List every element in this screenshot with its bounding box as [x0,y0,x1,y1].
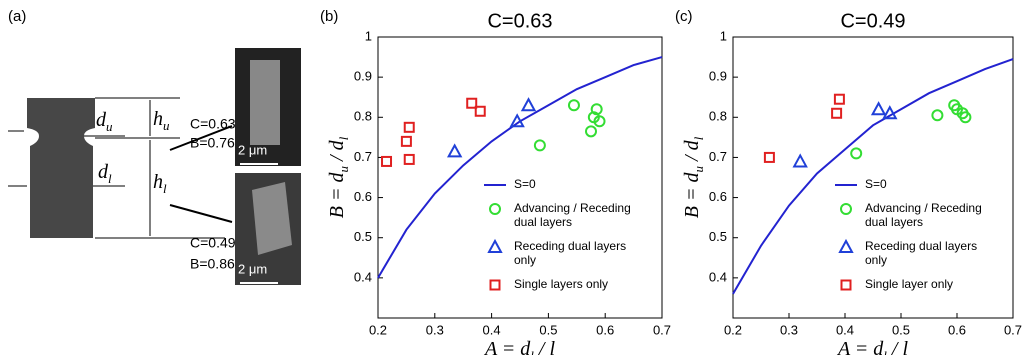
y-tick-label: 0.8 [709,109,727,124]
legend-label: Single layer only [865,277,953,291]
dimension-label: dl [98,161,112,187]
point [523,99,535,110]
point [490,204,500,214]
pillar-shape [27,98,95,238]
legend-label: S=0 [514,177,536,191]
y-tick-label: 0.4 [709,269,727,284]
point [794,155,806,166]
point [382,157,391,166]
x-tick-label: 0.2 [369,322,387,337]
y-tick-label: 0.7 [709,149,727,164]
y-tick-label: 0.9 [354,69,372,84]
point [535,140,545,150]
sem-pillar [250,60,280,145]
x-axis-label: A = dl / l [483,338,556,355]
y-tick-label: 1 [720,28,727,43]
point [586,126,596,136]
y-tick-label: 0.5 [354,229,372,244]
point [402,137,411,146]
x-tick-label: 0.7 [653,322,671,337]
y-tick-label: 0.4 [354,269,372,284]
point [842,281,851,290]
point [449,145,461,156]
point [405,123,414,132]
y-tick-label: 0.9 [709,69,727,84]
dimension-label: du [96,109,113,135]
scale-label: 2 μm [238,142,267,157]
chart: (c) C=0.49 0.2 0.3 0.4 0.5 0.6 0.7 0.4 0.5 0.6 0.7 0… [675,8,1022,355]
sem-pillar [252,182,292,255]
scale-label: 2 μm [238,261,267,276]
annotation: B=0.76 [190,135,235,151]
point [765,153,774,162]
x-tick-label: 0.3 [426,322,444,337]
point [405,155,414,164]
y-tick-label: 0.7 [354,149,372,164]
x-tick-label: 0.5 [892,322,910,337]
x-tick-label: 0.5 [539,322,557,337]
legend-label: S=0 [865,177,887,191]
annotation: B=0.86 [190,256,235,272]
y-tick-label: 0.6 [709,189,727,204]
point [932,110,942,120]
panel-label: (b) [320,8,338,25]
point [840,241,852,252]
point [491,281,500,290]
point [832,109,841,118]
chart-title: C=0.63 [487,10,552,32]
y-tick-label: 0.6 [354,189,372,204]
dimension-label: hu [153,108,170,134]
panel-label: (a) [8,8,26,25]
chart-title: C=0.49 [840,10,905,32]
panel-label: (c) [675,8,693,25]
point [851,148,861,158]
x-tick-label: 0.4 [483,322,501,337]
point [489,241,501,252]
point [873,103,885,114]
x-tick-label: 0.3 [780,322,798,337]
x-tick-label: 0.7 [1004,322,1022,337]
x-tick-label: 0.2 [724,322,742,337]
annotation: C=0.49 [190,235,236,251]
y-axis-label: B = du / dl [326,136,352,218]
legend-label: Single layers only [514,277,608,291]
y-tick-label: 1 [365,28,372,43]
point [841,204,851,214]
dimension-label: hl [153,171,167,197]
x-tick-label: 0.6 [596,322,614,337]
x-tick-label: 0.6 [948,322,966,337]
y-tick-label: 0.5 [709,229,727,244]
figure: (a) 2 μm 2 μm C=0.63 B=0.76 C=0.49 B=0.8… [0,0,1025,355]
x-axis-label: A = dl / l [836,338,909,355]
point [835,95,844,104]
y-tick-label: 0.8 [354,109,372,124]
chart: (b) C=0.63 0.2 0.3 0.4 0.5 0.6 0.7 0.4 0.5 0.6 0.7 0… [320,8,671,355]
y-axis-label: B = du / dl [681,136,707,218]
x-tick-label: 0.4 [836,322,854,337]
annotation: C=0.63 [190,116,236,132]
point [569,100,579,110]
